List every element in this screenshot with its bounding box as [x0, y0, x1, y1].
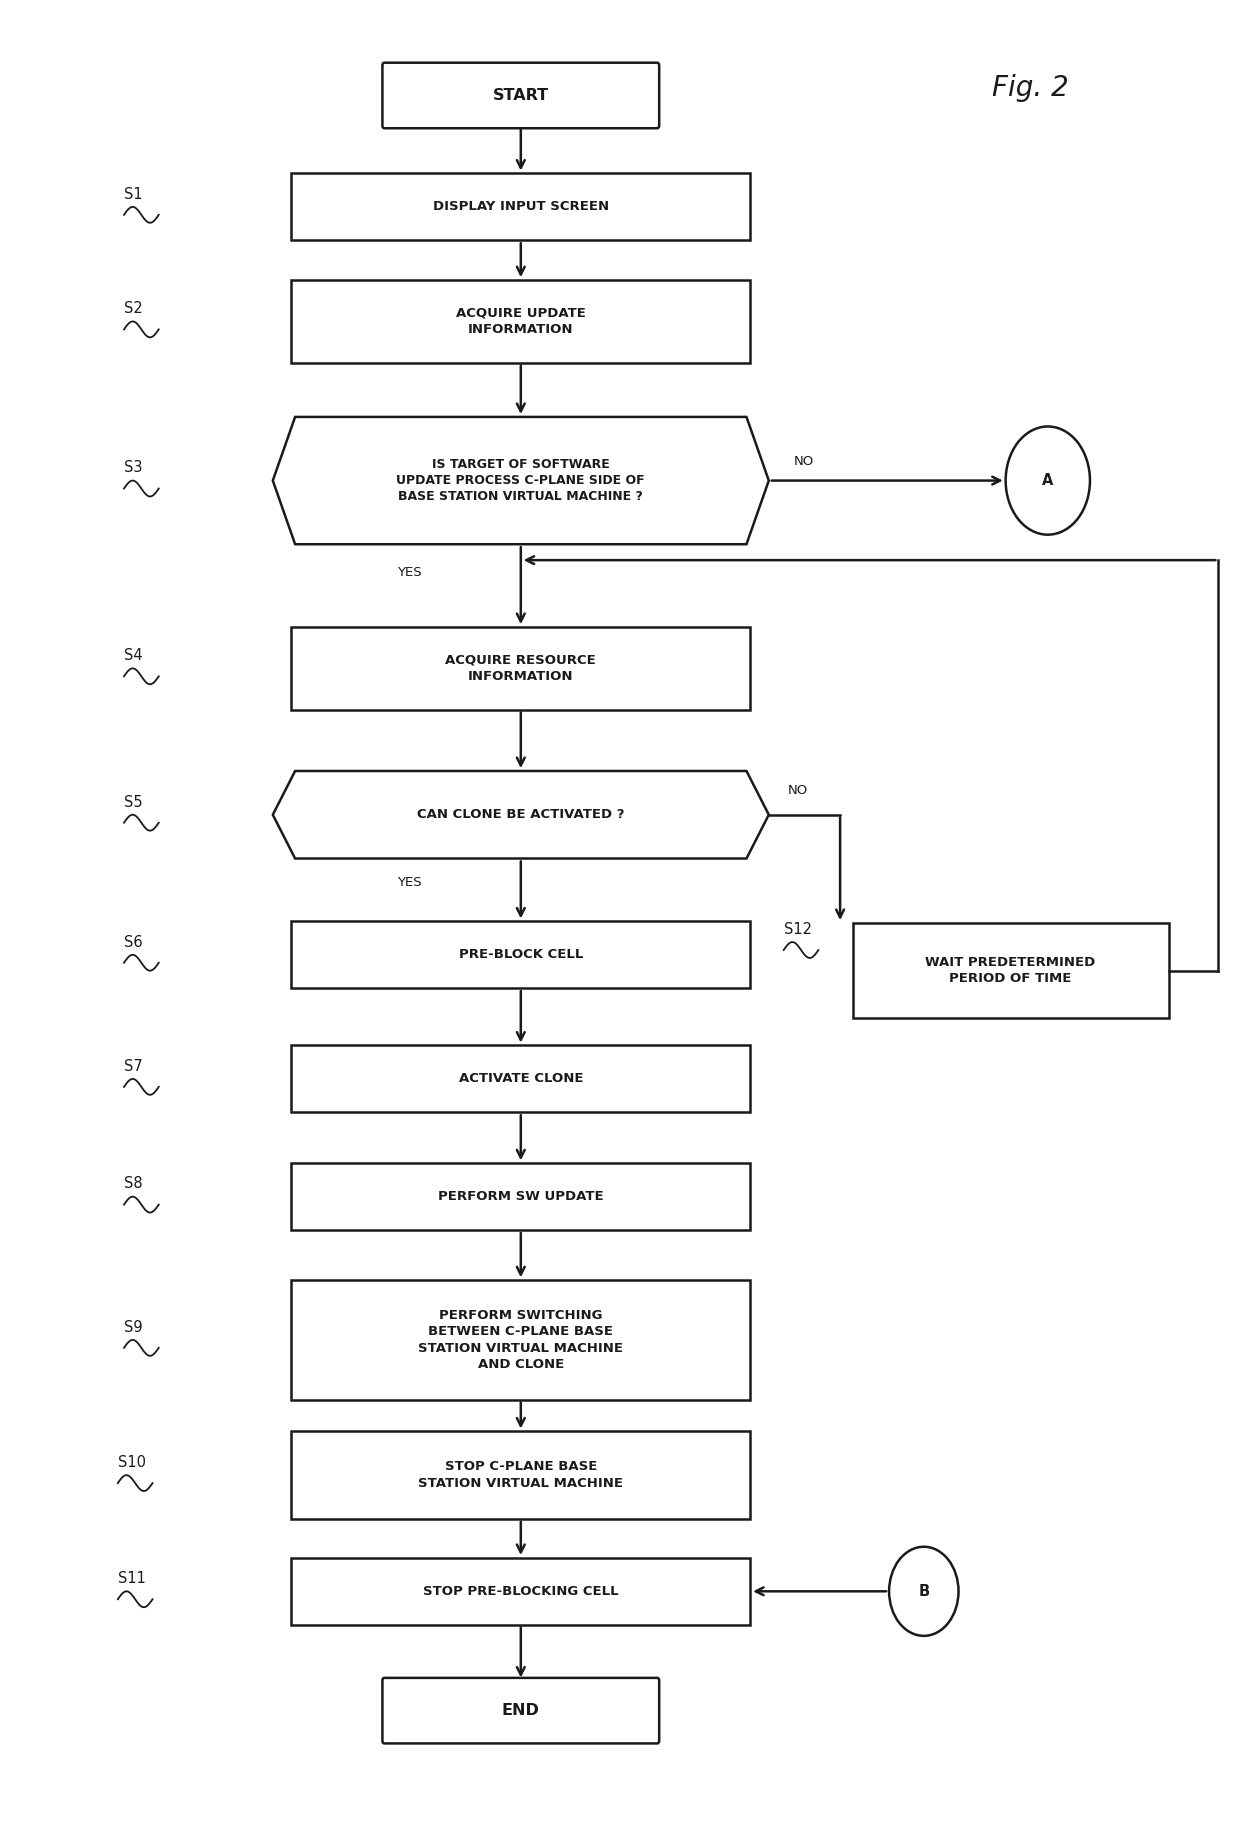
- Text: B: B: [919, 1583, 929, 1599]
- Text: IS TARGET OF SOFTWARE
UPDATE PROCESS C-PLANE SIDE OF
BASE STATION VIRTUAL MACHIN: IS TARGET OF SOFTWARE UPDATE PROCESS C-P…: [397, 458, 645, 503]
- FancyBboxPatch shape: [382, 62, 660, 128]
- Text: A: A: [1042, 474, 1054, 489]
- Text: STOP PRE-BLOCKING CELL: STOP PRE-BLOCKING CELL: [423, 1585, 619, 1598]
- Polygon shape: [273, 417, 769, 544]
- Bar: [291, 920, 750, 988]
- Circle shape: [1006, 426, 1090, 534]
- Text: YES: YES: [397, 565, 422, 580]
- Text: DISPLAY INPUT SCREEN: DISPLAY INPUT SCREEN: [433, 199, 609, 214]
- Bar: [291, 628, 750, 710]
- Text: ACQUIRE UPDATE
INFORMATION: ACQUIRE UPDATE INFORMATION: [456, 307, 585, 337]
- Bar: [291, 1557, 750, 1625]
- Text: PERFORM SWITCHING
BETWEEN C-PLANE BASE
STATION VIRTUAL MACHINE
AND CLONE: PERFORM SWITCHING BETWEEN C-PLANE BASE S…: [418, 1308, 624, 1371]
- Bar: [291, 1045, 750, 1113]
- Text: ACQUIRE RESOURCE
INFORMATION: ACQUIRE RESOURCE INFORMATION: [445, 653, 596, 683]
- Bar: [291, 1281, 750, 1400]
- Text: S2: S2: [124, 302, 143, 317]
- Bar: [291, 1431, 750, 1519]
- Bar: [291, 1164, 750, 1230]
- Text: NO: NO: [794, 456, 813, 468]
- Text: S8: S8: [124, 1177, 143, 1191]
- Polygon shape: [273, 770, 769, 858]
- Text: ACTIVATE CLONE: ACTIVATE CLONE: [459, 1072, 583, 1085]
- Bar: [291, 280, 750, 362]
- Bar: [853, 922, 1168, 1019]
- Text: END: END: [502, 1704, 539, 1718]
- Text: Fig. 2: Fig. 2: [992, 73, 1069, 101]
- Text: S10: S10: [118, 1455, 146, 1469]
- Text: YES: YES: [397, 877, 422, 889]
- FancyBboxPatch shape: [382, 1678, 660, 1744]
- Text: NO: NO: [787, 785, 807, 798]
- Text: STOP C-PLANE BASE
STATION VIRTUAL MACHINE: STOP C-PLANE BASE STATION VIRTUAL MACHIN…: [418, 1460, 624, 1490]
- Text: CAN CLONE BE ACTIVATED ?: CAN CLONE BE ACTIVATED ?: [417, 809, 625, 822]
- Text: START: START: [492, 88, 549, 102]
- Text: S3: S3: [124, 461, 143, 476]
- Text: S1: S1: [124, 187, 143, 201]
- Text: PERFORM SW UPDATE: PERFORM SW UPDATE: [438, 1190, 604, 1202]
- Bar: [291, 174, 750, 240]
- Text: S4: S4: [124, 648, 143, 662]
- Text: S6: S6: [124, 935, 143, 950]
- Text: S9: S9: [124, 1319, 143, 1334]
- Text: PRE-BLOCK CELL: PRE-BLOCK CELL: [459, 948, 583, 961]
- Text: S12: S12: [784, 922, 812, 937]
- Circle shape: [889, 1546, 959, 1636]
- Text: S5: S5: [124, 794, 143, 809]
- Text: S11: S11: [118, 1572, 145, 1587]
- Text: S7: S7: [124, 1060, 143, 1074]
- Text: WAIT PREDETERMINED
PERIOD OF TIME: WAIT PREDETERMINED PERIOD OF TIME: [925, 955, 1096, 985]
